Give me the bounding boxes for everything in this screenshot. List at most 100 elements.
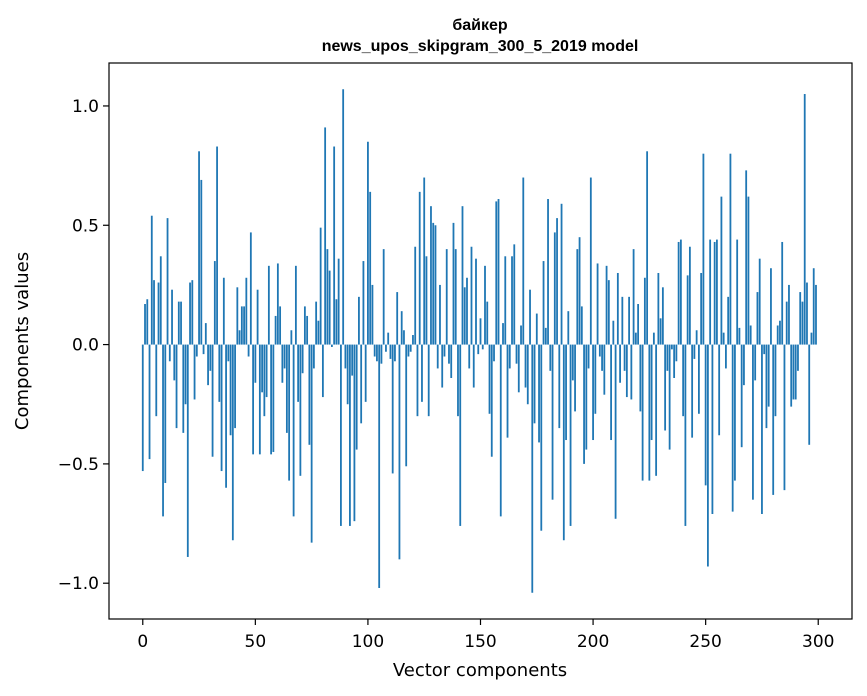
- bar-232: [664, 344, 667, 431]
- bar-272: [754, 344, 757, 381]
- bar-59: [274, 315, 277, 345]
- y-tick-label--1: −1.0: [58, 574, 99, 594]
- bar-165: [513, 244, 516, 345]
- bar-131: [436, 344, 439, 369]
- bar-245: [693, 344, 696, 359]
- bar-246: [695, 330, 698, 345]
- bar-185: [558, 344, 561, 429]
- bar-240: [682, 344, 685, 417]
- bar-200: [592, 344, 594, 441]
- bar-196: [583, 344, 585, 464]
- bar-79: [319, 227, 322, 345]
- bar-108: [385, 344, 387, 352]
- bar-235: [670, 344, 673, 350]
- bar-250: [704, 344, 707, 486]
- bar-51: [256, 289, 259, 345]
- bar-144: [466, 277, 468, 345]
- bar-181: [549, 344, 552, 371]
- bar-209: [612, 320, 615, 345]
- bar-142: [461, 206, 464, 345]
- bar-67: [292, 344, 295, 517]
- bar-135: [445, 249, 448, 345]
- bar-244: [691, 344, 694, 438]
- bar-174: [533, 344, 536, 424]
- bar-70: [299, 344, 302, 476]
- x-tick-label-50: 50: [245, 632, 267, 652]
- bar-21: [189, 282, 191, 345]
- bar-14: [173, 344, 176, 381]
- bar-9: [162, 344, 164, 517]
- bar-203: [598, 344, 601, 357]
- bar-10: [164, 344, 167, 483]
- bar-139: [454, 249, 457, 345]
- bar-258: [722, 332, 725, 345]
- bar-41: [234, 344, 236, 429]
- bar-91: [346, 344, 349, 405]
- bar-96: [358, 296, 360, 345]
- bar-183: [553, 232, 556, 345]
- bar-237: [675, 344, 678, 362]
- bar-62: [281, 344, 284, 383]
- bar-64: [285, 344, 288, 433]
- bar-132: [439, 284, 441, 345]
- bar-215: [625, 344, 628, 398]
- bar-180: [547, 199, 549, 345]
- bar-26: [200, 179, 203, 345]
- bar-36: [222, 277, 225, 345]
- bar-89: [342, 89, 345, 345]
- bar-167: [517, 344, 520, 393]
- bar-243: [688, 246, 691, 345]
- y-tick-label-0: 0.0: [72, 336, 99, 356]
- bar-199: [589, 177, 592, 345]
- bar-197: [585, 344, 588, 450]
- bar-90: [344, 344, 347, 369]
- bar-159: [499, 344, 502, 517]
- bar-71: [301, 344, 304, 374]
- bar-22: [191, 280, 194, 345]
- bar-107: [382, 249, 385, 345]
- bar-106: [380, 344, 383, 364]
- bar-86: [335, 299, 338, 345]
- bar-287: [788, 284, 790, 345]
- bar-68: [294, 265, 297, 345]
- bar-217: [630, 344, 633, 400]
- bar-81: [324, 127, 327, 345]
- bar-179: [544, 327, 547, 345]
- bar-103: [373, 344, 376, 357]
- bar-136: [448, 344, 450, 364]
- bar-257: [720, 196, 723, 345]
- bar-83: [328, 270, 331, 345]
- bar-32: [213, 261, 216, 345]
- bar-283: [779, 320, 781, 345]
- bar-42: [236, 287, 239, 345]
- bar-141: [459, 344, 462, 526]
- bar-266: [740, 344, 743, 448]
- bar-175: [535, 313, 538, 345]
- bar-134: [443, 344, 446, 357]
- bar-115: [400, 311, 403, 345]
- bar-288: [790, 344, 793, 407]
- bar-253: [711, 344, 714, 514]
- bar-77: [315, 301, 318, 345]
- bar-281: [774, 344, 777, 417]
- bar-207: [607, 280, 610, 345]
- bar-75: [310, 344, 313, 543]
- bar-84: [331, 344, 333, 347]
- bar-39: [229, 344, 232, 436]
- bar-224: [646, 151, 649, 345]
- bar-23: [193, 344, 196, 400]
- bar-216: [628, 296, 630, 345]
- bar-27: [202, 344, 205, 355]
- bar-100: [367, 141, 369, 345]
- x-tick-label-250: 250: [689, 632, 721, 652]
- bar-190: [569, 344, 572, 526]
- bar-110: [389, 344, 392, 359]
- bar-98: [362, 261, 365, 345]
- bar-122: [416, 344, 419, 417]
- bar-182: [551, 344, 554, 500]
- bar-102: [371, 284, 374, 345]
- bar-227: [652, 332, 655, 345]
- chart-subtitle: news_upos_skipgram_300_5_2019 model: [322, 38, 639, 55]
- bar-225: [648, 344, 651, 481]
- bar-205: [603, 344, 606, 395]
